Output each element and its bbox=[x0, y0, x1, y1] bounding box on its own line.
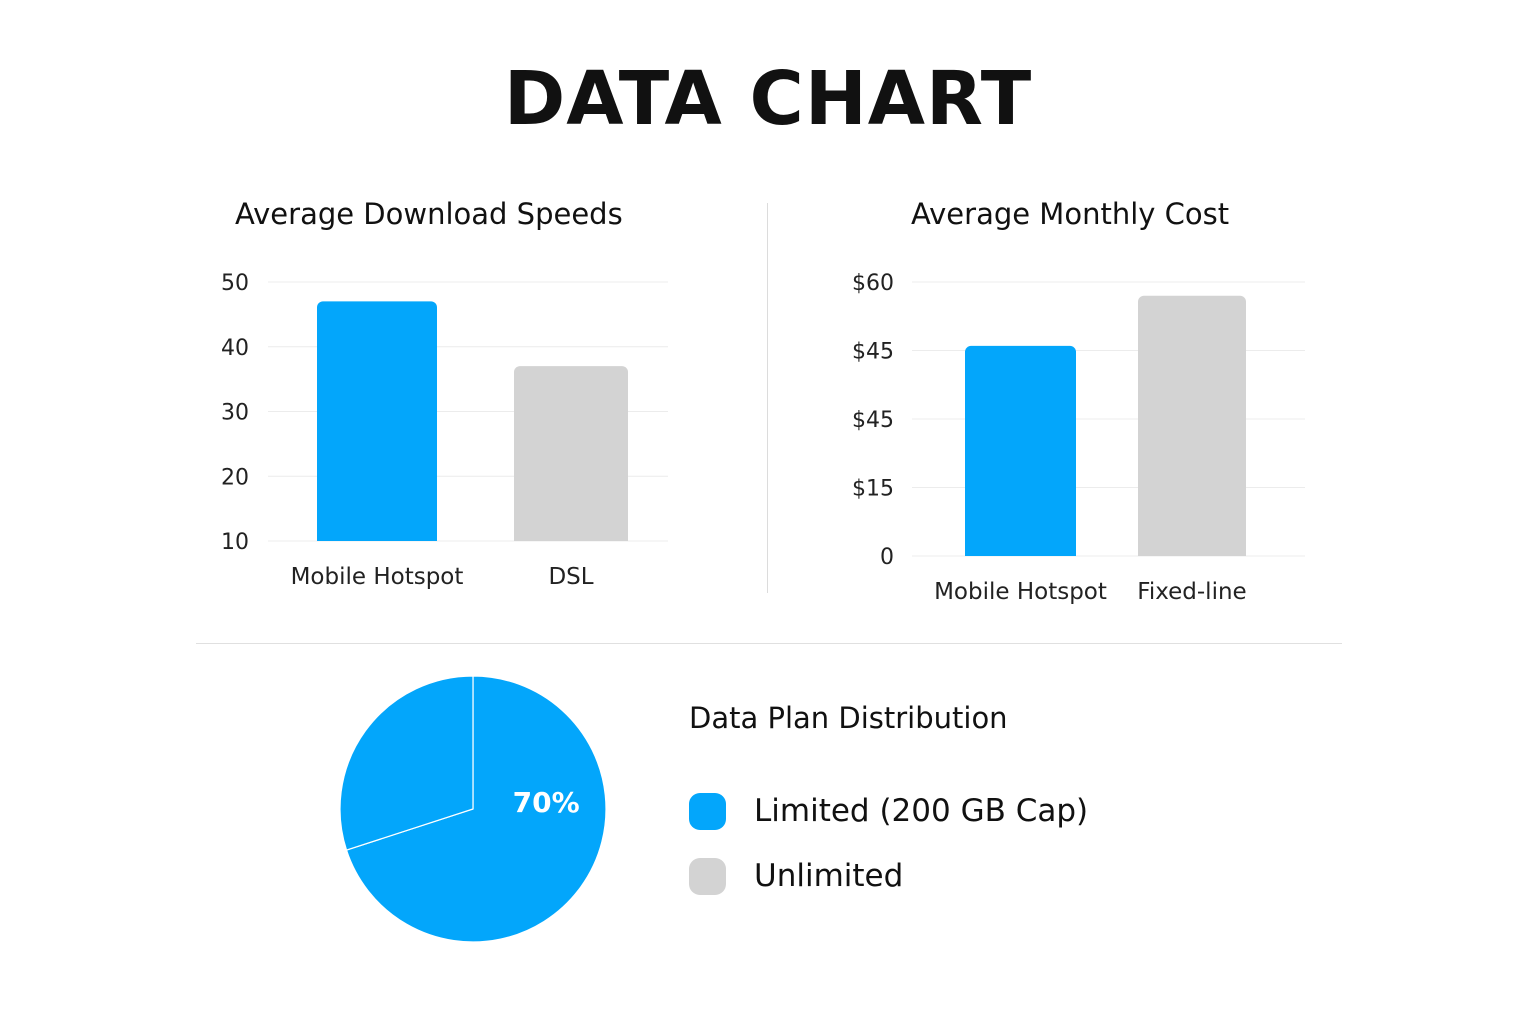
speed-bar-base bbox=[317, 533, 437, 541]
speed-y-tick-label: 10 bbox=[221, 530, 249, 555]
speed-y-tick-label: 20 bbox=[221, 465, 249, 490]
page-title: DATA CHART bbox=[503, 56, 1033, 142]
cost-bar-base bbox=[1138, 548, 1246, 556]
vertical-divider bbox=[767, 203, 768, 593]
speed-category-label: Mobile Hotspot bbox=[291, 564, 464, 590]
pie-slice-label: 70% bbox=[513, 786, 580, 819]
cost-y-tick-label: $15 bbox=[852, 477, 894, 502]
cost-y-tick-label: 0 bbox=[880, 545, 894, 570]
pie-slice-unlimited bbox=[339, 675, 474, 851]
legend-item-limited: Limited (200 GB Cap) bbox=[689, 791, 1088, 831]
cost-category-label: Mobile Hotspot bbox=[934, 579, 1107, 605]
pie-slice-limited bbox=[345, 675, 607, 943]
speed-y-tick-label: 40 bbox=[221, 336, 249, 361]
cost-y-tick-label: $45 bbox=[852, 408, 894, 433]
cost-y-tick-label: $60 bbox=[852, 271, 894, 296]
speed-chart-title: Average Download Speeds bbox=[235, 197, 623, 231]
cost-bar-base bbox=[965, 548, 1076, 556]
cost-category-label: Fixed-line bbox=[1137, 579, 1246, 605]
cost-chart-title: Average Monthly Cost bbox=[911, 197, 1230, 231]
legend-label-limited: Limited (200 GB Cap) bbox=[754, 792, 1089, 829]
cost-bar-fixed-line bbox=[1138, 295, 1246, 556]
cost-bar-mobile-hotspot bbox=[965, 345, 1076, 556]
speed-category-label: DSL bbox=[548, 564, 593, 590]
legend-label-unlimited: Unlimited bbox=[754, 857, 904, 894]
speed-y-tick-label: 50 bbox=[221, 271, 249, 296]
speed-y-tick-label: 30 bbox=[221, 401, 249, 426]
speed-bar-dsl bbox=[514, 366, 628, 541]
speed-bar-mobile-hotspot bbox=[317, 301, 437, 541]
cost-y-tick-label: $45 bbox=[852, 340, 894, 365]
horizontal-divider bbox=[196, 643, 1342, 644]
legend-item-unlimited: Unlimited bbox=[689, 856, 903, 896]
legend-swatch-unlimited bbox=[689, 857, 726, 895]
pie-chart-title: Data Plan Distribution bbox=[689, 701, 1008, 735]
speed-bar-base bbox=[514, 533, 628, 541]
legend-swatch-limited bbox=[689, 792, 726, 830]
